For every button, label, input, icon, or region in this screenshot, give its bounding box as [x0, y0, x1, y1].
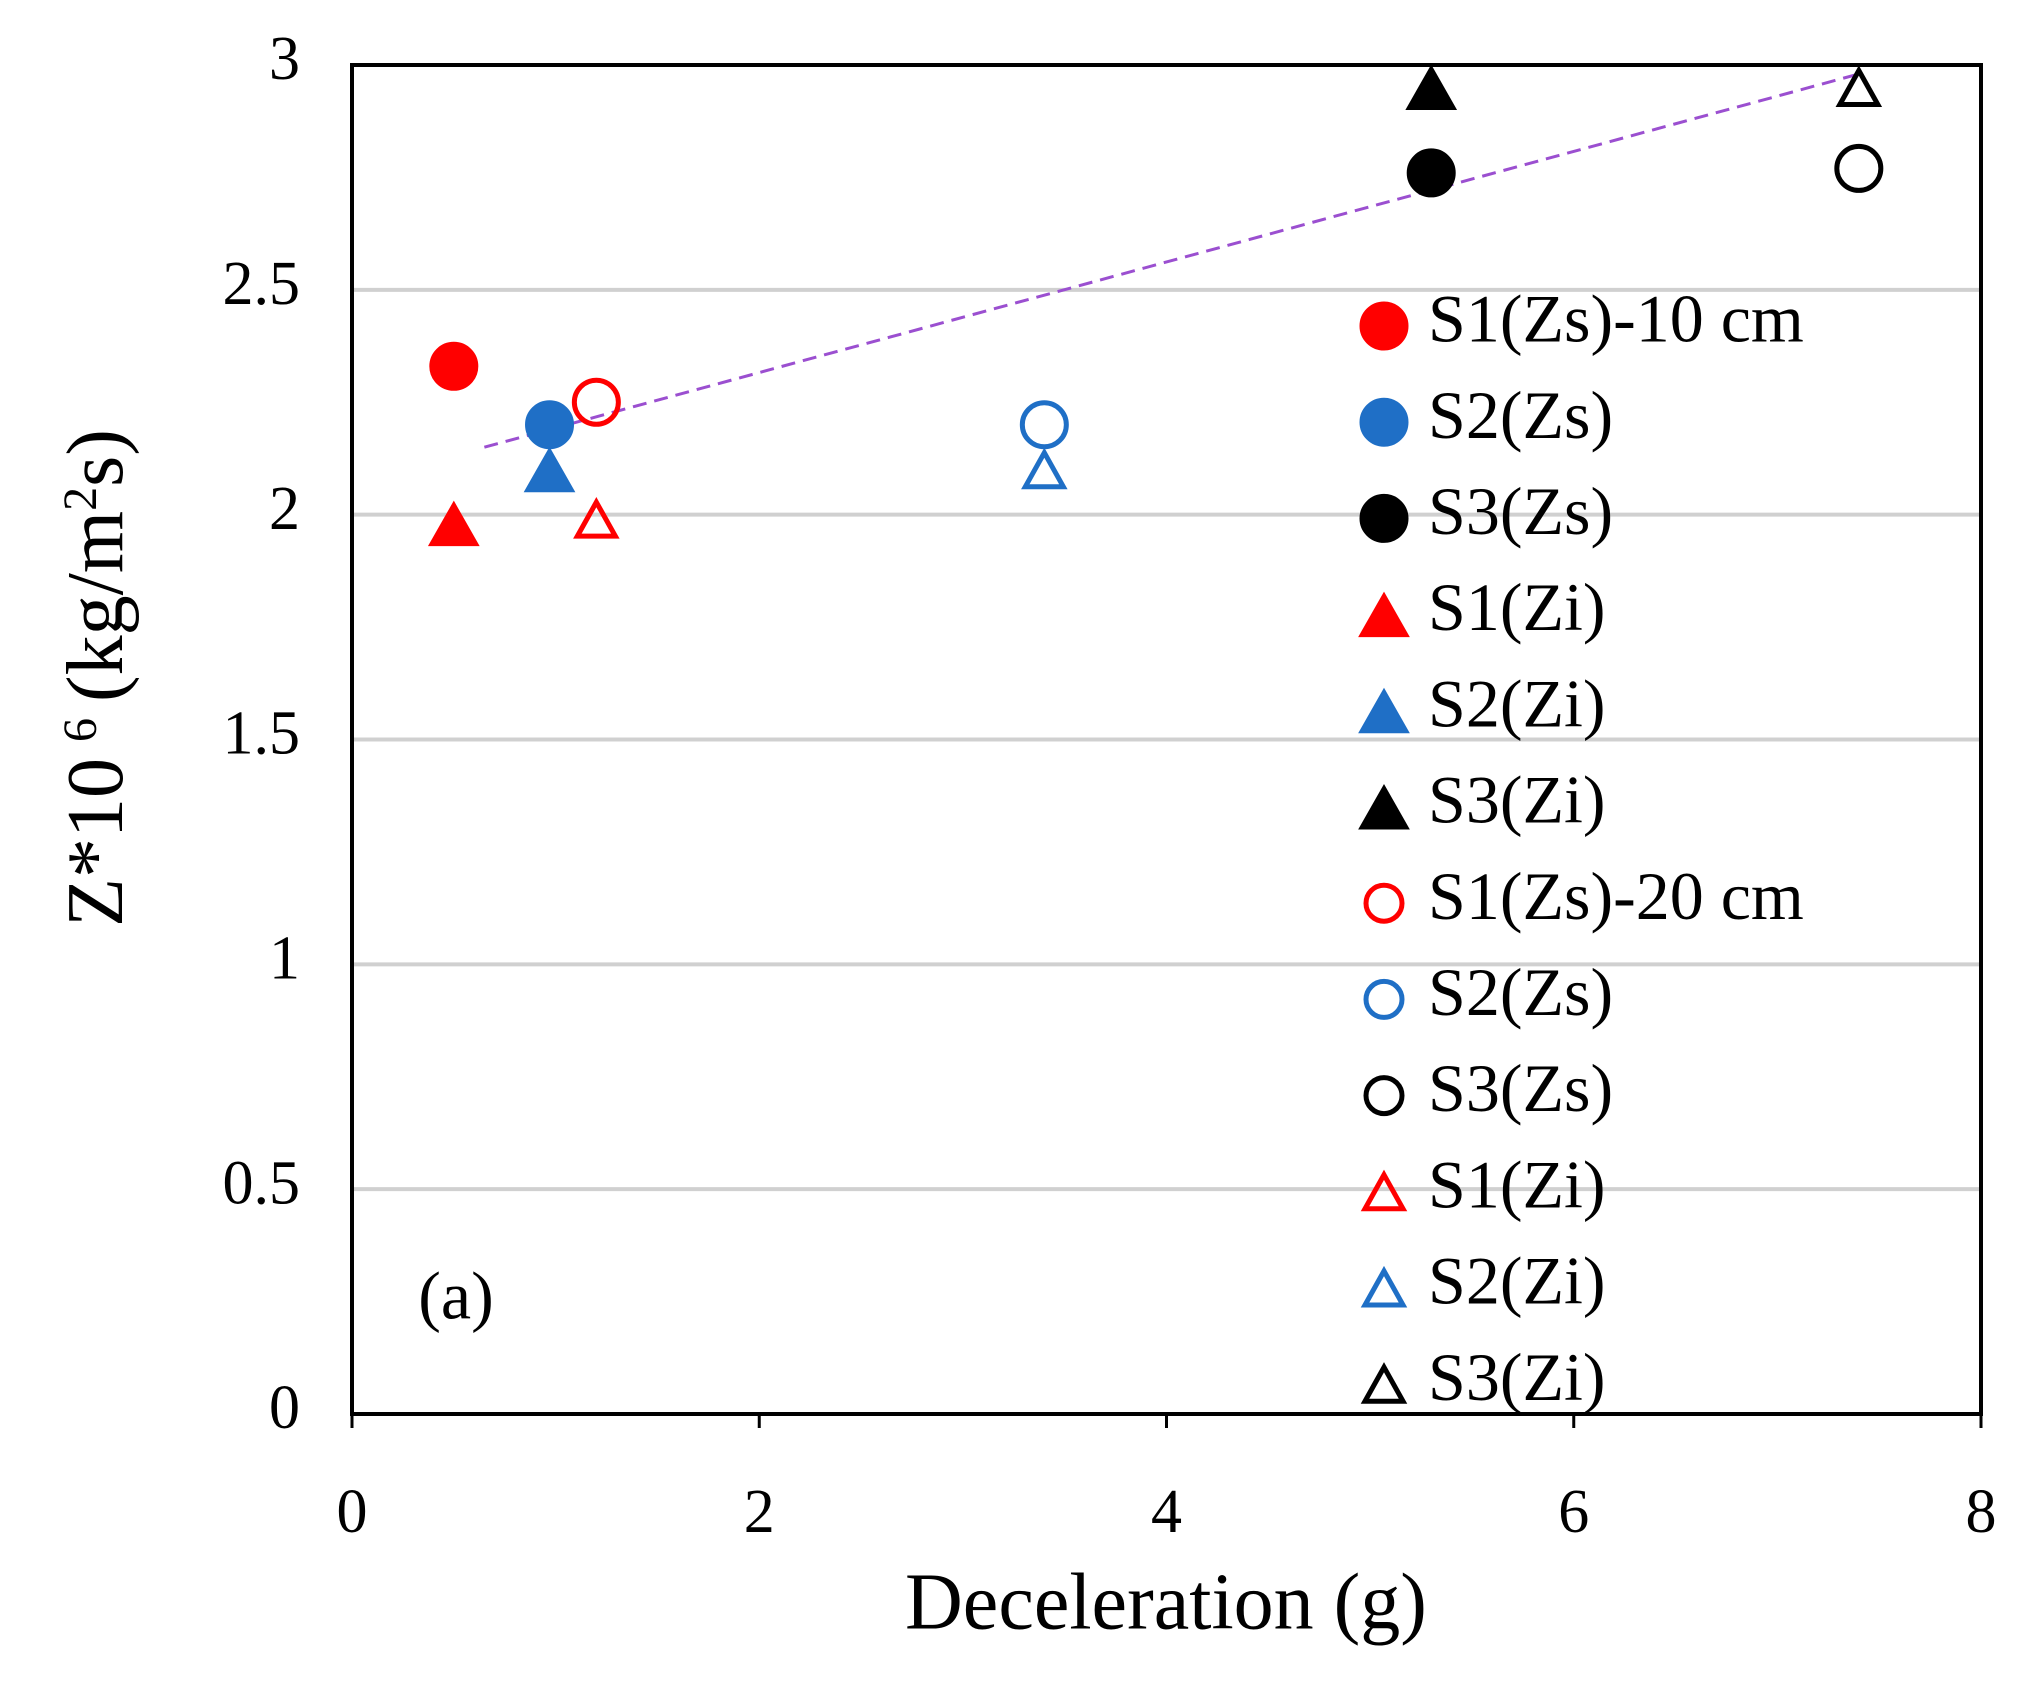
data-point	[1834, 143, 1884, 193]
data-point	[429, 341, 479, 391]
legend-label: S1(Zi)	[1428, 569, 1606, 645]
y-tick-label: 1	[269, 925, 300, 993]
y-axis-label-part: 6	[54, 718, 107, 742]
y-tick-label: 2	[269, 475, 300, 543]
y-axis-label-part: (kg/m	[52, 511, 140, 702]
data-point	[523, 446, 576, 493]
legend-marker	[1359, 493, 1409, 543]
data-point	[525, 400, 575, 450]
legend-label: S1(Zs)-10 cm	[1428, 281, 1804, 357]
x-tick-label: 6	[1558, 1478, 1589, 1546]
data-point	[571, 377, 621, 427]
x-tick-label: 8	[1966, 1478, 1997, 1546]
y-tick-label: 1.5	[223, 700, 301, 768]
y-axis-label-part: 2	[54, 487, 107, 511]
legend-marker	[1358, 591, 1410, 638]
legend-marker	[1363, 978, 1405, 1020]
legend-marker	[1358, 783, 1410, 830]
legend-label: S2(Zs)	[1428, 377, 1613, 453]
legend-label: S3(Zi)	[1428, 762, 1606, 838]
y-tick-label: 0.5	[223, 1149, 301, 1217]
legend-label: S3(Zs)	[1428, 1050, 1613, 1126]
legend-marker	[1363, 1075, 1405, 1117]
plot-frame	[350, 63, 1983, 1416]
y-tick-label: 2.5	[223, 250, 301, 318]
x-axis-label: Deceleration (g)	[905, 1558, 1427, 1646]
data-point	[1406, 148, 1456, 198]
x-tick-label: 2	[744, 1478, 775, 1546]
data-point	[1835, 65, 1883, 107]
data-point	[1021, 447, 1068, 490]
data-point	[1019, 400, 1069, 450]
x-tick-label: 0	[337, 1478, 368, 1546]
y-axis-label-part: Z*10	[52, 758, 140, 927]
x-tick-label: 4	[1151, 1478, 1182, 1546]
legend-marker	[1363, 882, 1405, 924]
y-axis-label-part: s)	[52, 429, 140, 487]
legend-marker	[1359, 397, 1409, 447]
y-tick-label: 0	[269, 1374, 300, 1442]
legend-label: S2(Zi)	[1428, 665, 1606, 741]
legend-label: S2(Zi)	[1428, 1243, 1606, 1319]
trendline	[483, 72, 1860, 449]
data-point	[573, 497, 620, 539]
data-point	[427, 500, 480, 547]
data-point	[1405, 64, 1458, 110]
y-axis-label: Z*10 6 (kg/m2s)	[52, 429, 140, 927]
annotation: (a)	[418, 1258, 493, 1334]
legend-marker	[1360, 1265, 1408, 1308]
legend-label: S3(Zs)	[1428, 473, 1613, 549]
legend-marker	[1359, 301, 1409, 351]
legend-marker	[1360, 1169, 1408, 1212]
legend-label: S2(Zs)	[1428, 954, 1613, 1030]
y-tick-label: 3	[269, 25, 300, 93]
legend-marker	[1358, 687, 1410, 734]
legend-label: S1(Zi)	[1428, 1146, 1606, 1222]
legend-label: S1(Zs)-20 cm	[1428, 858, 1804, 934]
legend-label: S3(Zi)	[1428, 1339, 1606, 1415]
legend-marker	[1360, 1362, 1408, 1404]
